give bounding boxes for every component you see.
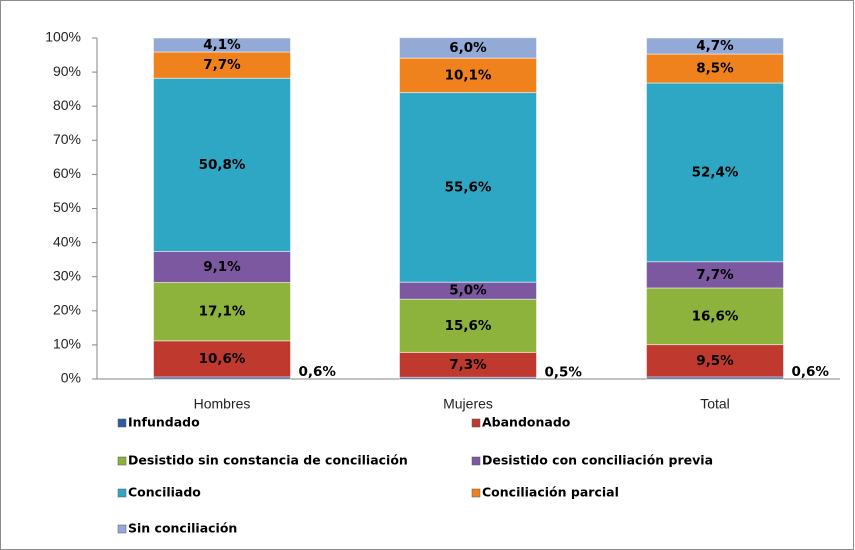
y-tick-label: 30% — [53, 267, 81, 283]
y-tick-label: 0% — [61, 370, 81, 386]
value-label: 7,3% — [449, 357, 487, 373]
y-tick-label: 90% — [53, 63, 81, 79]
value-label: 50,8% — [199, 157, 246, 173]
y-tick-label: 100% — [45, 29, 81, 45]
bar-segment — [399, 92, 537, 283]
value-label: 7,7% — [203, 57, 241, 73]
bar-segment — [153, 250, 291, 283]
legend-swatch — [471, 456, 481, 466]
value-label: 4,1% — [203, 37, 241, 53]
bar-segment — [646, 37, 784, 55]
legend-label: Conciliación parcial — [482, 485, 619, 500]
x-tick-label: Total — [700, 396, 730, 412]
value-label: 16,6% — [692, 308, 739, 324]
legend-label: Infundado — [128, 415, 200, 430]
bar-segment — [399, 57, 537, 94]
y-tick-label: 20% — [53, 302, 81, 318]
value-label: 17,1% — [199, 304, 246, 320]
bar-segment — [153, 37, 291, 53]
value-label: 8,5% — [696, 61, 734, 77]
legend-label: Desistido sin constancia de conciliación — [128, 453, 408, 468]
bar-segment — [399, 351, 537, 378]
value-label: 52,4% — [692, 164, 739, 180]
bar-segment — [646, 287, 784, 346]
value-label: 0,6% — [299, 364, 337, 380]
bar-segment — [153, 281, 291, 342]
legend-swatch — [117, 488, 127, 498]
value-label: 0,5% — [545, 364, 583, 380]
bar-segment — [399, 298, 537, 353]
legend-swatch — [117, 456, 127, 466]
bar-segment — [153, 51, 291, 79]
y-tick-label: 40% — [53, 233, 81, 249]
legend-swatch — [117, 418, 127, 428]
value-label: 0,6% — [792, 364, 830, 380]
y-tick-label: 50% — [53, 199, 81, 215]
legend-label: Conciliado — [128, 485, 201, 500]
legend-label: Sin conciliación — [128, 521, 237, 536]
legend-label: Desistido con conciliación previa — [482, 453, 713, 468]
legend-label: Abandonado — [482, 415, 571, 430]
y-tick-label: 80% — [53, 97, 81, 113]
value-label: 10,6% — [199, 351, 246, 367]
x-tick-label: Hombres — [194, 396, 251, 412]
value-label: 5,0% — [449, 283, 487, 299]
y-tick-label: 10% — [53, 336, 81, 352]
value-label: 4,7% — [696, 38, 734, 54]
legend-swatch — [471, 488, 481, 498]
value-label: 10,1% — [445, 67, 492, 83]
x-tick-label: Mujeres — [443, 396, 493, 412]
bar-segment — [646, 53, 784, 84]
y-tick-label: 60% — [53, 165, 81, 181]
y-tick-label: 70% — [53, 131, 81, 147]
value-label: 15,6% — [445, 318, 492, 334]
bar-segment — [646, 82, 784, 263]
bar-segment — [399, 37, 537, 59]
value-label: 9,1% — [203, 259, 241, 275]
value-label: 7,7% — [696, 267, 734, 283]
value-label: 6,0% — [449, 40, 487, 56]
value-label: 9,5% — [696, 353, 734, 369]
bar-segment — [646, 344, 784, 378]
value-label: 55,6% — [445, 179, 492, 195]
legend-swatch — [471, 418, 481, 428]
bar-segment — [153, 77, 291, 252]
legend-swatch — [117, 524, 127, 534]
bar-segment — [646, 261, 784, 289]
